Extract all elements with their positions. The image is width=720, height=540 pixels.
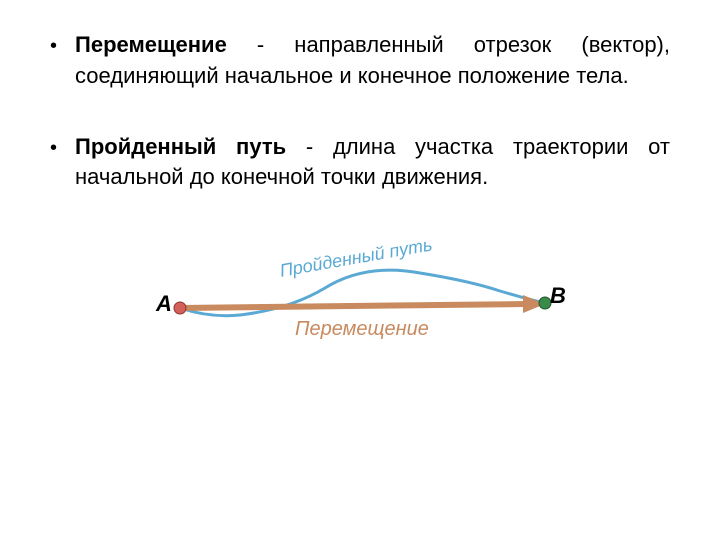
term-1: Перемещение: [75, 32, 227, 57]
bullet-item-1: • Перемещение - направленный отрезок (ве…: [50, 30, 670, 92]
bullet-marker-2: •: [50, 134, 57, 162]
point-b-label: B: [550, 283, 566, 309]
bullet-marker-1: •: [50, 32, 57, 60]
term-2: Пройденный путь: [75, 134, 286, 159]
point-a-marker: [174, 302, 186, 314]
point-a-label: A: [156, 291, 172, 317]
diagram: A B Пройденный путь Перемещение: [150, 233, 570, 373]
bullet-text-2: Пройденный путь - длина участка траектор…: [75, 132, 670, 194]
displacement-line: [180, 304, 527, 308]
diagram-container: A B Пройденный путь Перемещение: [50, 233, 670, 373]
bullet-item-2: • Пройденный путь - длина участка траект…: [50, 132, 670, 194]
bullet-text-1: Перемещение - направленный отрезок (вект…: [75, 30, 670, 92]
displacement-label: Перемещение: [295, 318, 429, 341]
